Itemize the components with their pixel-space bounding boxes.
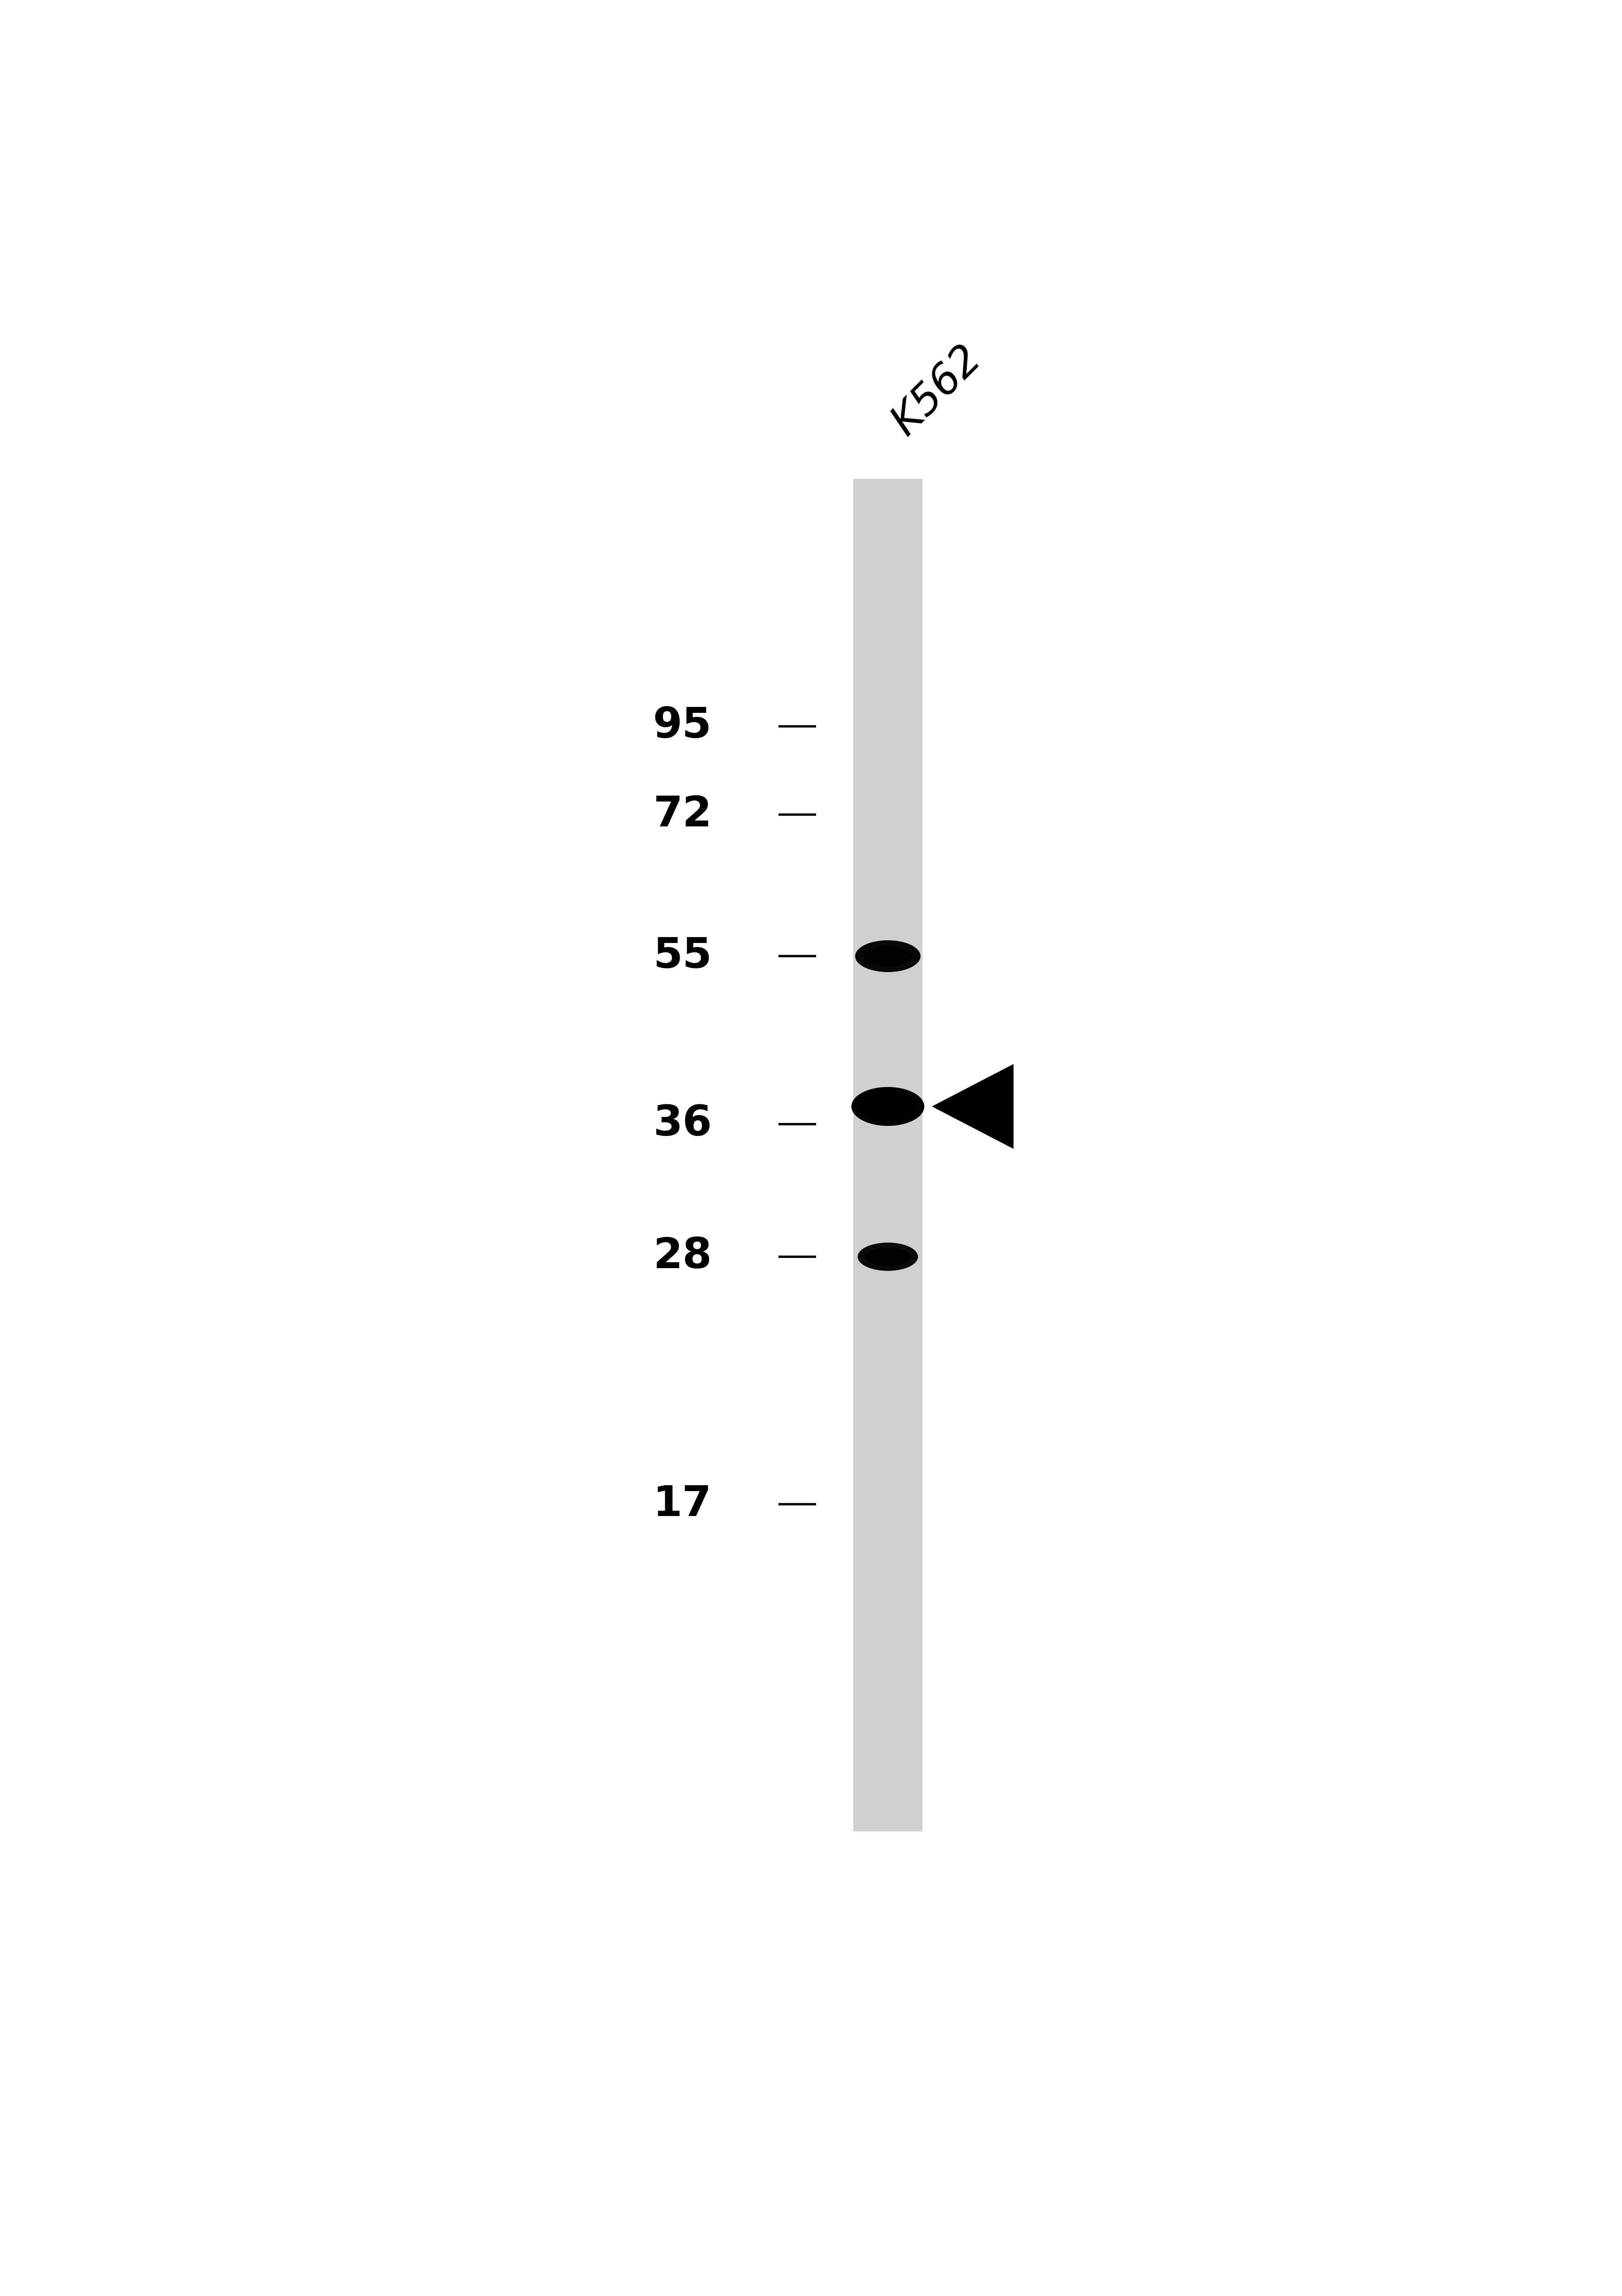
Ellipse shape	[858, 1242, 918, 1272]
Ellipse shape	[852, 1086, 925, 1125]
Text: 95: 95	[654, 705, 712, 746]
Text: 72: 72	[654, 794, 712, 836]
Ellipse shape	[861, 1093, 915, 1118]
Text: 55: 55	[654, 937, 712, 976]
Text: 17: 17	[654, 1483, 712, 1525]
Text: 28: 28	[654, 1235, 712, 1277]
Text: 36: 36	[654, 1104, 712, 1146]
Ellipse shape	[855, 941, 921, 971]
Text: K562: K562	[884, 338, 989, 443]
Ellipse shape	[863, 946, 912, 967]
Polygon shape	[931, 1063, 1014, 1148]
Ellipse shape	[865, 1247, 910, 1265]
Bar	[853, 480, 923, 1832]
